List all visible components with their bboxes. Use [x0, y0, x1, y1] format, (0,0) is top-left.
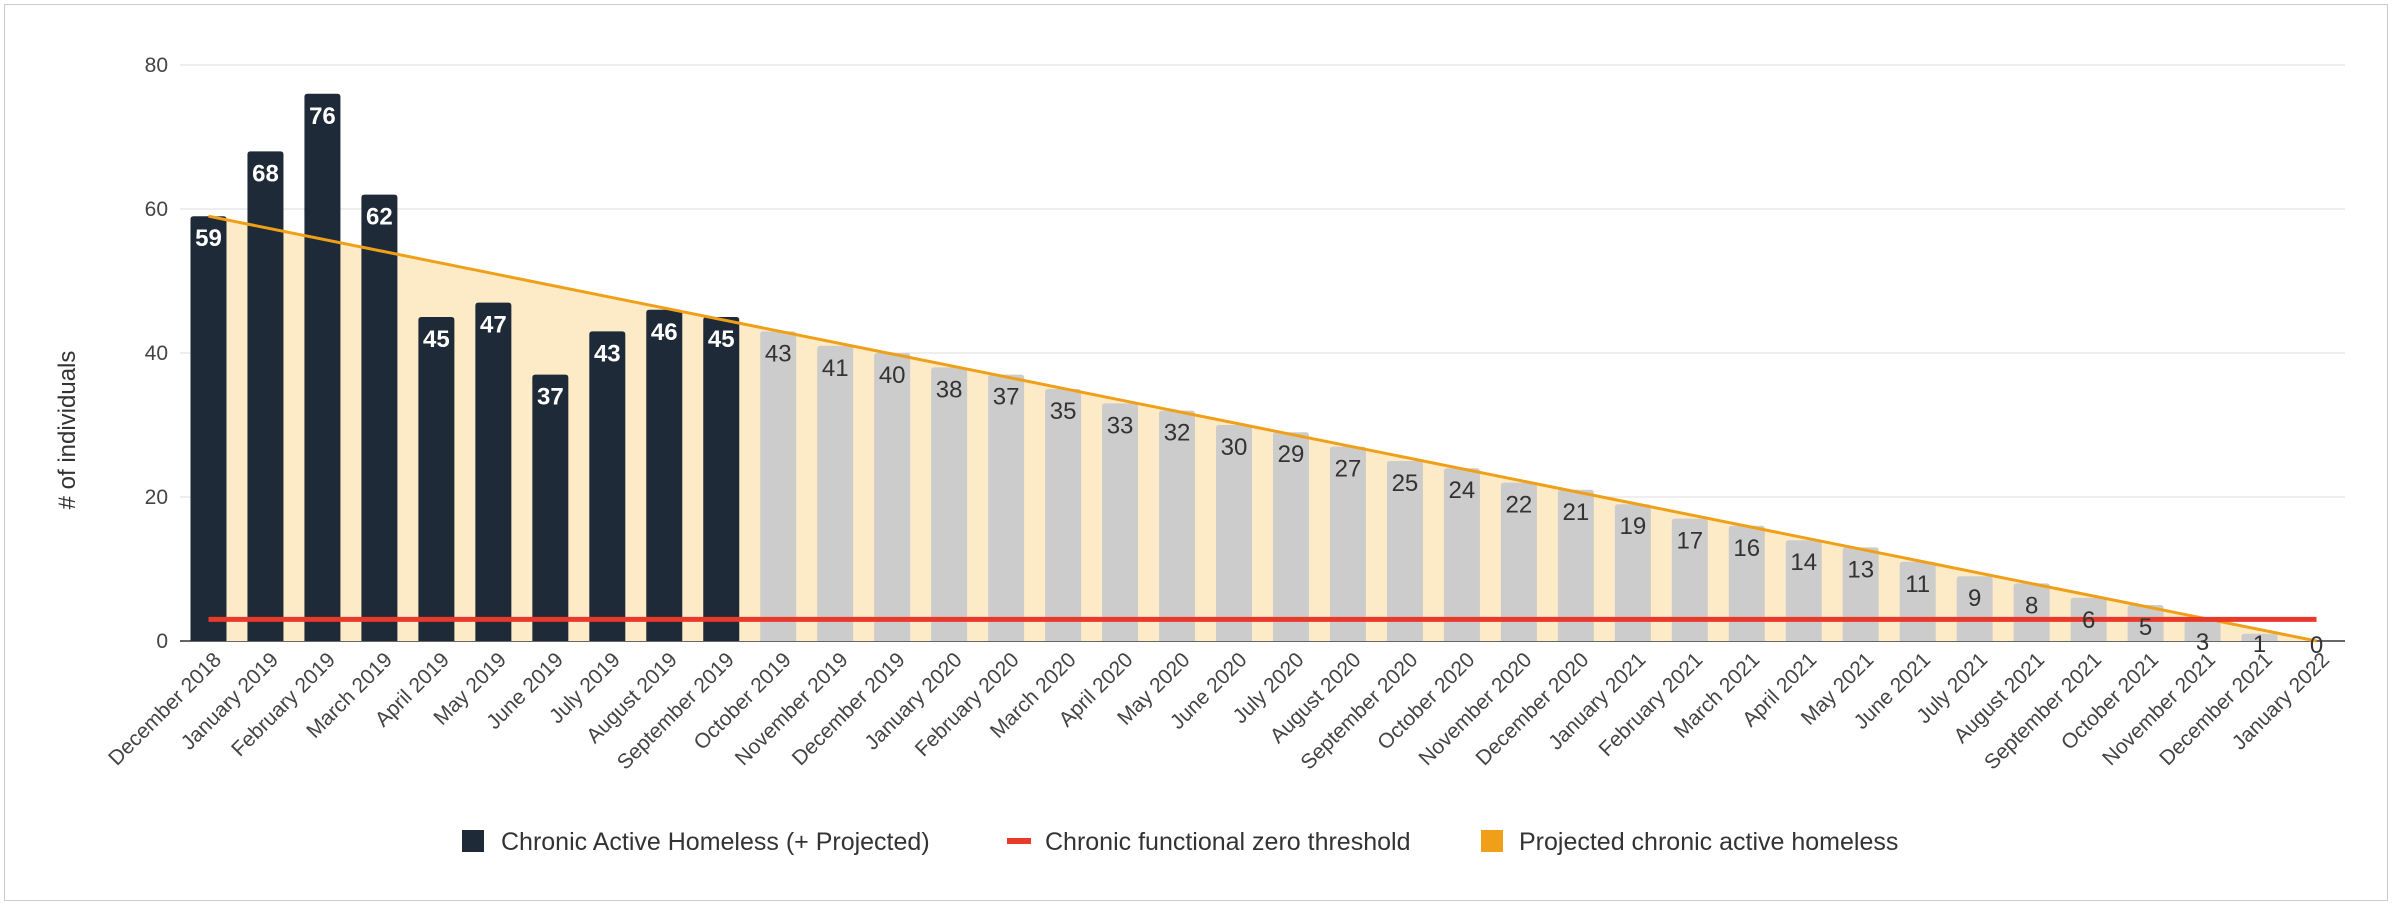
data-label: 45	[708, 326, 735, 353]
data-label: 25	[1392, 470, 1419, 497]
projected-trend-line	[208, 214, 2317, 643]
data-label: 14	[1790, 549, 1817, 576]
data-label: 22	[1506, 492, 1533, 519]
data-label: 43	[765, 340, 792, 367]
bar	[1500, 482, 1537, 641]
legend-label-bars: Chronic Active Homeless (+ Projected)	[501, 828, 930, 856]
data-label: 19	[1619, 513, 1646, 540]
bar	[1443, 468, 1480, 641]
data-label: 32	[1164, 420, 1191, 447]
bar	[1329, 446, 1366, 641]
data-label: 9	[1968, 585, 1981, 612]
bar	[1272, 432, 1309, 641]
legend: Chronic Active Homeless (+ Projected) Ch…	[462, 828, 1898, 856]
data-label: 47	[480, 312, 507, 339]
bar	[988, 374, 1025, 641]
data-label: 29	[1278, 441, 1305, 468]
bar	[817, 345, 854, 641]
bar	[874, 353, 911, 641]
bar	[1557, 489, 1594, 641]
legend-label-threshold: Chronic functional zero threshold	[1045, 828, 1410, 856]
data-label: 1	[2253, 631, 2266, 658]
data-label: 41	[822, 355, 849, 382]
bar	[418, 317, 455, 641]
y-tick-label: 40	[145, 342, 168, 365]
y-axis-title: # of individuals	[54, 351, 81, 510]
bar	[2184, 619, 2221, 641]
bar	[646, 309, 683, 641]
legend-label-projected: Projected chronic active homeless	[1519, 828, 1898, 856]
data-label: 6	[2082, 607, 2095, 634]
bar	[190, 216, 227, 641]
y-tick-label: 0	[156, 630, 168, 653]
bar	[2127, 605, 2164, 641]
y-tick-label: 60	[145, 198, 168, 221]
data-label: 16	[1733, 535, 1760, 562]
bar	[1671, 518, 1708, 641]
bar	[475, 302, 512, 641]
legend-swatch-bars	[462, 830, 484, 852]
bar	[2241, 633, 2278, 641]
data-label: 37	[537, 384, 564, 411]
data-label: 37	[993, 384, 1020, 411]
data-label: 38	[936, 376, 963, 403]
bar	[247, 151, 284, 641]
data-label: 3	[2196, 629, 2209, 656]
data-label: 76	[309, 103, 336, 130]
bar	[1614, 504, 1651, 641]
bar	[304, 93, 341, 642]
data-label: 21	[1563, 499, 1590, 526]
bar	[1386, 461, 1423, 641]
data-label: 24	[1449, 477, 1476, 504]
data-label: 0	[2310, 632, 2323, 659]
data-label: 13	[1847, 556, 1874, 583]
bar	[532, 374, 569, 641]
bar	[361, 194, 398, 641]
bar	[1102, 403, 1139, 641]
data-label: 62	[366, 204, 393, 231]
bar	[1956, 576, 1993, 641]
data-label: 59	[195, 225, 222, 252]
bar	[589, 331, 626, 641]
bar	[1045, 389, 1082, 641]
bar	[1785, 540, 1822, 641]
data-label: 11	[1905, 571, 1930, 598]
data-label: 27	[1335, 456, 1362, 483]
data-label: 35	[1050, 398, 1077, 425]
data-label: 43	[594, 340, 621, 367]
chart-frame: 59 68 76 62 45 47 37 43 46 45 43 41 40 38 37 35 33 32 30 29…	[4, 4, 2388, 901]
y-tick-label: 80	[145, 54, 168, 77]
bar	[1159, 410, 1196, 641]
y-tick-label: 20	[145, 486, 168, 509]
data-label: 45	[423, 326, 450, 353]
bar	[1728, 525, 1765, 641]
data-label: 33	[1107, 412, 1134, 439]
bar	[2013, 583, 2050, 641]
bar	[760, 331, 797, 641]
bar	[931, 367, 968, 641]
data-label: 40	[879, 362, 906, 389]
legend-swatch-threshold	[1007, 838, 1031, 844]
bar	[1216, 425, 1253, 641]
data-label: 8	[2025, 592, 2038, 619]
data-label: 46	[651, 319, 678, 346]
bar	[703, 317, 740, 641]
data-label: 5	[2139, 614, 2152, 641]
data-label: 68	[252, 160, 279, 187]
data-label: 30	[1221, 434, 1248, 461]
data-label: 17	[1676, 528, 1703, 555]
legend-swatch-projected	[1481, 830, 1503, 852]
